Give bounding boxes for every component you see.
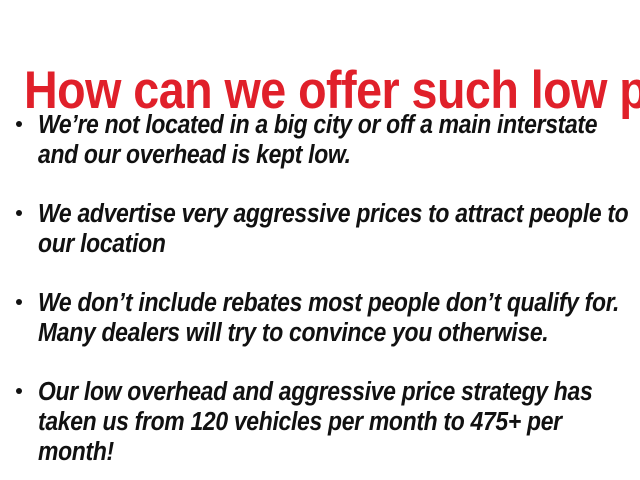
bullet-dot-icon — [16, 299, 22, 305]
list-item-label: Our low overhead and aggressive price st… — [38, 378, 593, 466]
list-item: We advertise very aggressive prices to a… — [10, 199, 632, 259]
list-item-label: We don’t include rebates most people don… — [38, 289, 620, 347]
bullet-dot-icon — [16, 210, 22, 216]
list-item-label: We’re not located in a big city or off a… — [38, 111, 598, 169]
bullet-list: We’re not located in a big city or off a… — [10, 110, 632, 467]
list-item: We’re not located in a big city or off a… — [10, 110, 632, 170]
bullet-dot-icon — [16, 388, 22, 394]
list-item-label: We advertise very aggressive prices to a… — [38, 200, 629, 258]
list-item: We don’t include rebates most people don… — [10, 288, 632, 348]
bullet-dot-icon — [16, 121, 22, 127]
list-item: Our low overhead and aggressive price st… — [10, 377, 632, 467]
page-title: How can we offer such low prices? — [24, 60, 640, 120]
